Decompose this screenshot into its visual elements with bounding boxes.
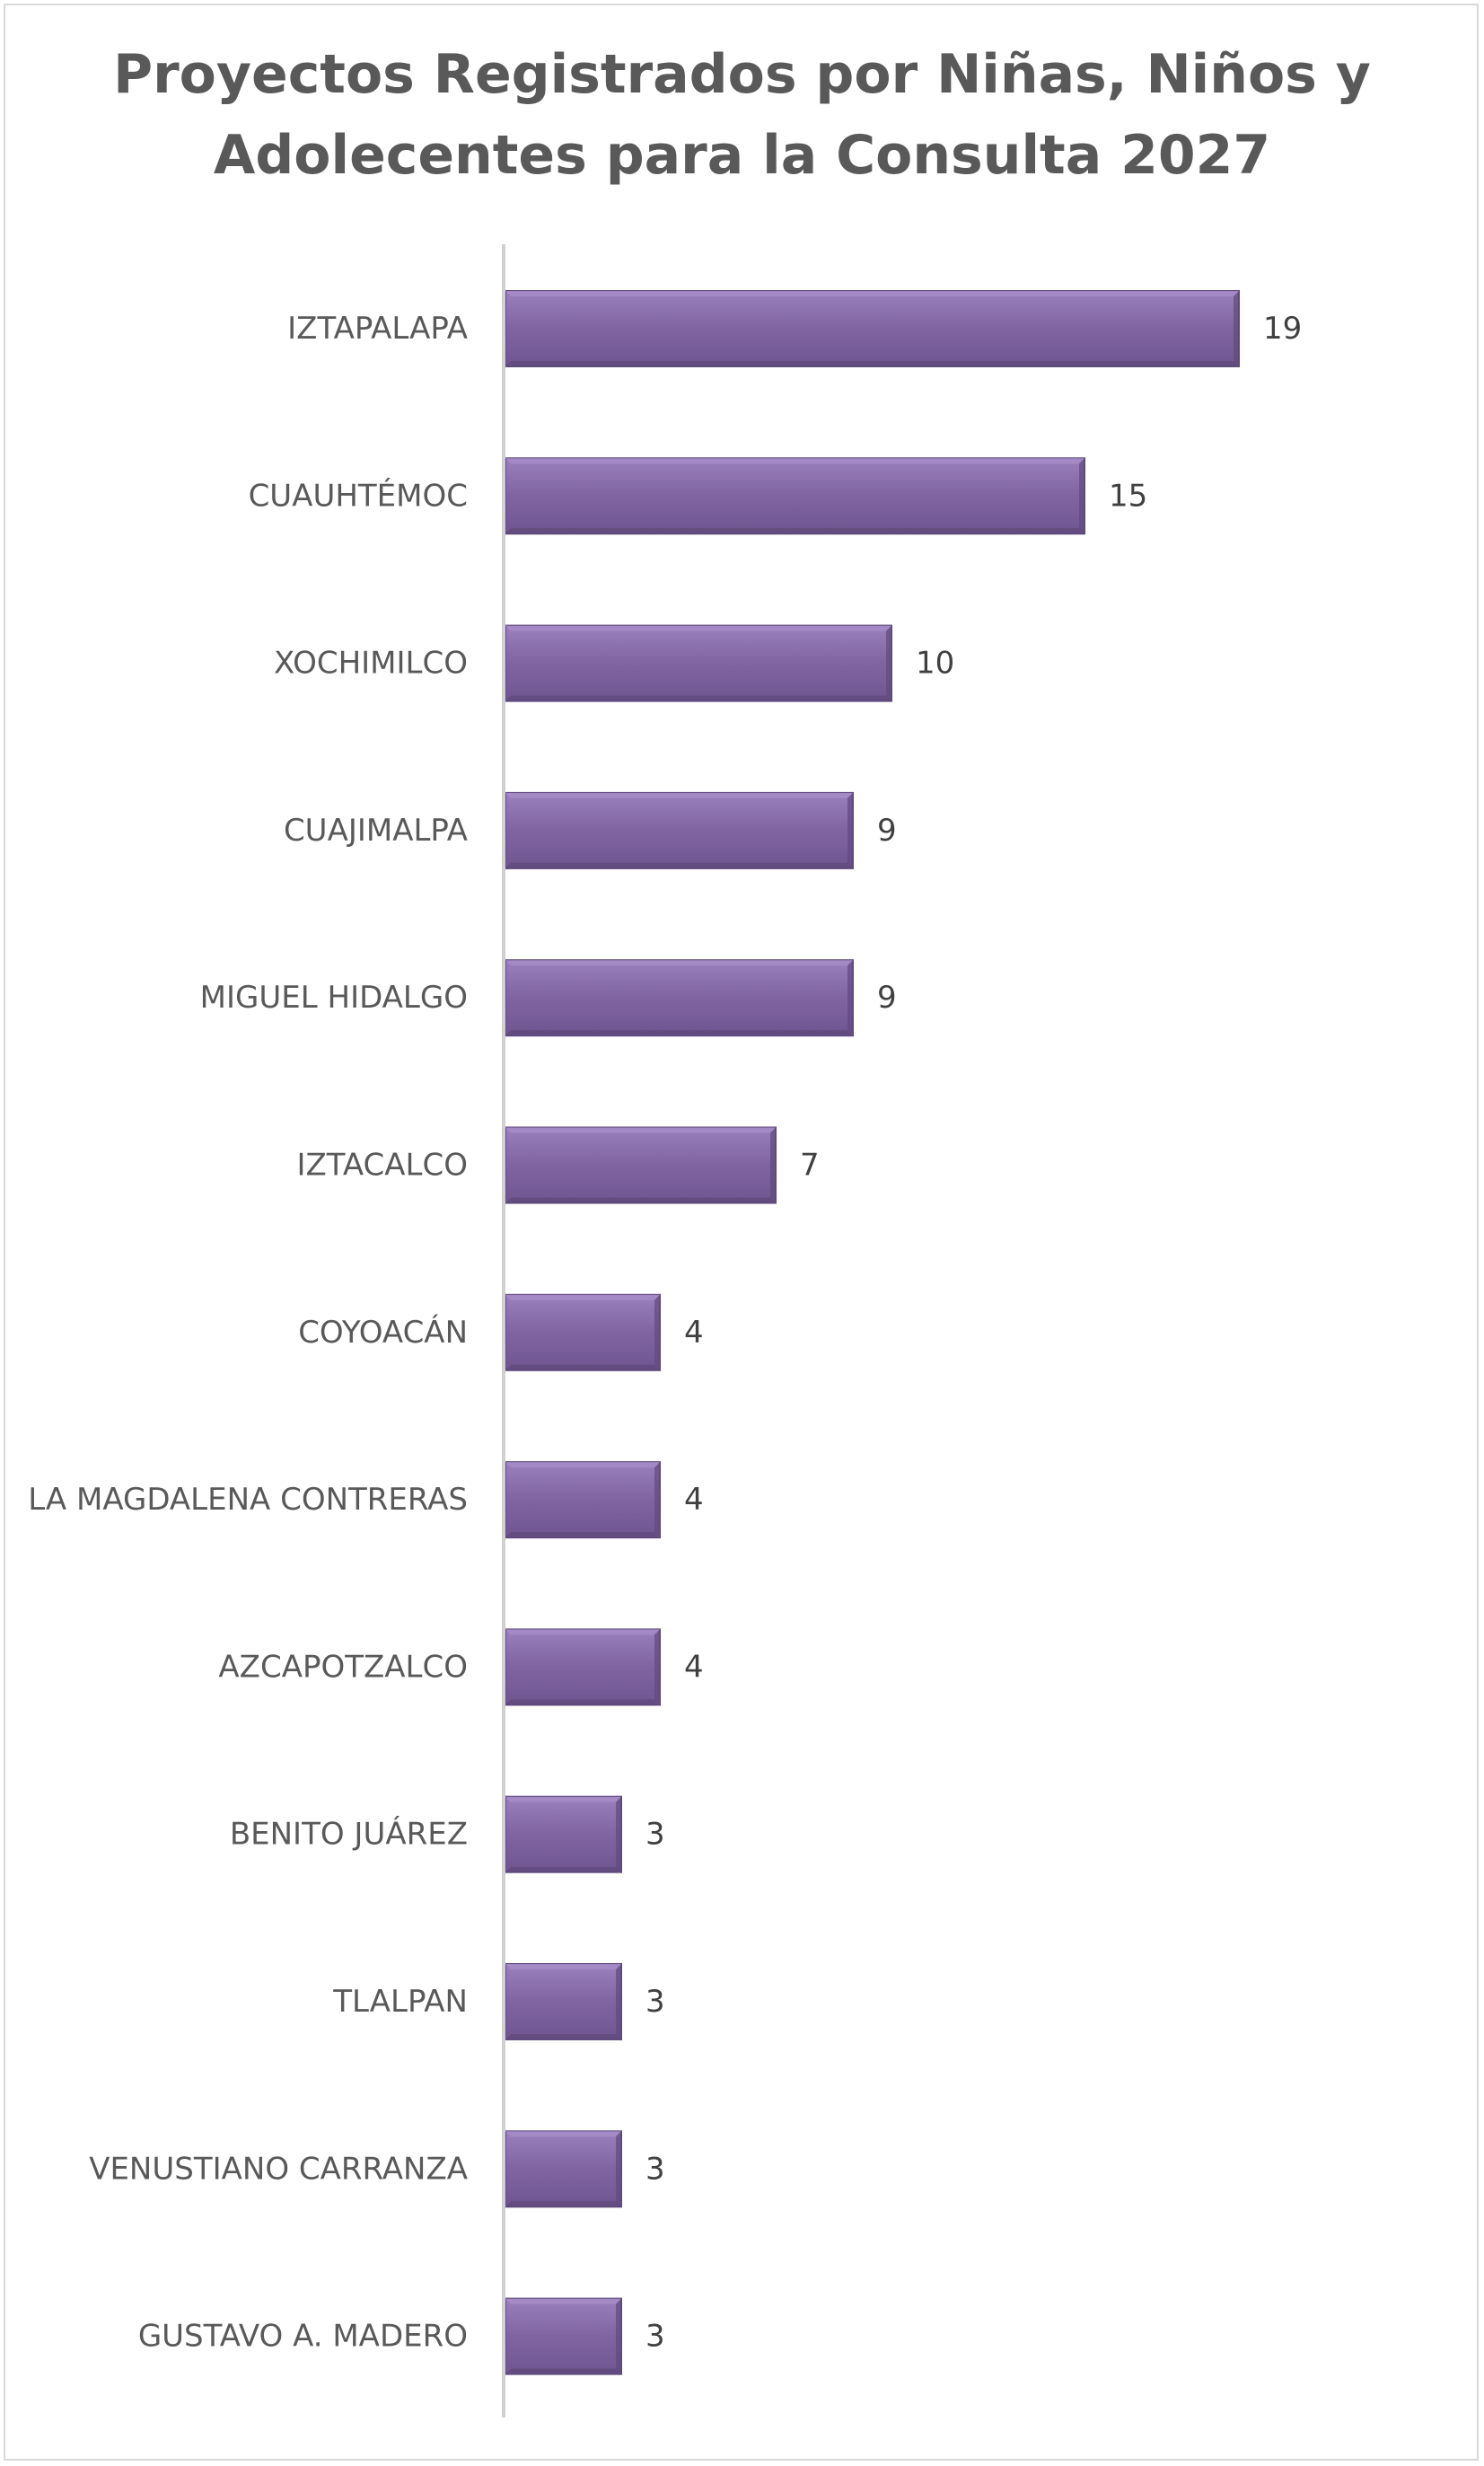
bar <box>505 2297 622 2375</box>
data-label: 4 <box>684 1315 704 1351</box>
bar-bevel-top <box>505 625 891 631</box>
data-labels: 19 15 10 9 9 7 4 4 4 3 3 3 3 <box>645 311 1302 2355</box>
bar-bevel-top <box>505 291 1239 296</box>
chart-frame <box>4 4 1479 2461</box>
bar-bevel-bottom <box>505 695 891 701</box>
bar-bevel-right <box>616 2298 621 2374</box>
category-label: AZCAPOTZALCO <box>218 1649 468 1685</box>
bar-bevel-bottom <box>505 1030 853 1036</box>
bar-body <box>505 2130 622 2208</box>
bar-bevel-right <box>654 1462 660 1538</box>
bar-body <box>505 1461 661 1539</box>
bar-bevel-bottom <box>505 2368 621 2374</box>
bar-bevel-top <box>505 960 853 966</box>
bar-bevel-right <box>1234 291 1239 366</box>
bar <box>505 457 1085 535</box>
bar <box>505 624 892 702</box>
category-labels: IZTAPALAPA CUAUHTÉMOC XOCHIMILCO CUAJIMALPA… <box>28 311 468 2355</box>
bar-bevel-bottom <box>505 1364 660 1370</box>
bar <box>505 1293 661 1371</box>
bar-body <box>505 290 1240 367</box>
bar-bevel-bottom <box>505 2034 621 2039</box>
bar-bevel-right <box>847 960 853 1036</box>
bar-body <box>505 2297 622 2375</box>
category-label: IZTAPALAPA <box>287 311 468 347</box>
bar-body <box>505 1963 622 2040</box>
category-label: MIGUEL HIDALGO <box>200 980 468 1016</box>
category-label: VENUSTIANO CARRANZA <box>89 2151 468 2187</box>
bar-bevel-top <box>505 2298 621 2304</box>
category-label: TLALPAN <box>332 1984 468 2020</box>
bar-body <box>505 1795 622 1873</box>
bar-bevel-bottom <box>505 361 1239 366</box>
category-label: COYOACÁN <box>298 1314 468 1351</box>
chart-title: Proyectos Registrados por Niñas, Niños y… <box>113 43 1371 187</box>
bar-bevel-top <box>505 1629 660 1635</box>
bar-bevel-bottom <box>505 1532 660 1538</box>
bar-bevel-right <box>654 1629 660 1705</box>
category-label: GUSTAVO A. MADERO <box>138 2319 468 2355</box>
bar-bevel-top <box>505 458 1084 464</box>
data-label: 7 <box>800 1148 820 1184</box>
bar-body <box>505 791 854 869</box>
bar-bevel-bottom <box>505 862 853 868</box>
bar <box>505 290 1240 367</box>
data-label: 3 <box>645 1984 665 2020</box>
bar-body <box>505 1126 777 1204</box>
bar-bevel-right <box>770 1127 776 1203</box>
data-label: 4 <box>684 1482 704 1518</box>
data-label: 3 <box>645 2319 665 2355</box>
data-label: 3 <box>645 2151 665 2187</box>
bar-bevel-bottom <box>505 2201 621 2207</box>
bar-bevel-right <box>1079 458 1084 534</box>
bar-body <box>505 624 892 702</box>
bar-bevel-bottom <box>505 1866 621 1872</box>
bar-bevel-top <box>505 792 853 798</box>
bar-bevel-top <box>505 1294 660 1300</box>
category-label: IZTACALCO <box>296 1148 468 1184</box>
bar-body <box>505 457 1085 535</box>
data-label: 3 <box>645 1817 665 1853</box>
bar-bevel-top <box>505 1127 776 1133</box>
bar-bevel-top <box>505 2131 621 2137</box>
bar-bevel-top <box>505 1964 621 1969</box>
data-label: 15 <box>1109 478 1147 514</box>
bar-bevel-right <box>886 625 891 701</box>
bar <box>505 1628 661 1706</box>
data-label: 19 <box>1263 311 1302 347</box>
category-label: BENITO JUÁREZ <box>230 1816 468 1853</box>
bar-body <box>505 1628 661 1706</box>
category-label: CUAUHTÉMOC <box>249 477 468 514</box>
bar-body <box>505 1293 661 1371</box>
data-label: 4 <box>684 1649 704 1685</box>
bar-bevel-bottom <box>505 1197 776 1203</box>
bar-bevel-right <box>616 1964 621 2039</box>
bar-bevel-bottom <box>505 528 1084 534</box>
data-label: 9 <box>877 980 897 1016</box>
bars <box>505 290 1240 2375</box>
data-label: 10 <box>916 646 954 682</box>
data-label: 9 <box>877 813 897 849</box>
bar-bevel-top <box>505 1796 621 1802</box>
bar-bevel-bottom <box>505 1699 660 1705</box>
bar-body <box>505 959 854 1037</box>
bar <box>505 959 854 1037</box>
bar <box>505 1963 622 2040</box>
category-label: CUAJIMALPA <box>284 813 468 849</box>
bar-bevel-top <box>505 1462 660 1468</box>
bar <box>505 791 854 869</box>
bar <box>505 1461 661 1539</box>
category-label: LA MAGDALENA CONTRERAS <box>28 1482 468 1518</box>
bar-bevel-right <box>654 1294 660 1370</box>
bar <box>505 1795 622 1873</box>
bar <box>505 2130 622 2208</box>
bar-bevel-right <box>616 1796 621 1872</box>
bar-bevel-right <box>847 792 853 868</box>
bar-bevel-right <box>616 2131 621 2207</box>
bar <box>505 1126 777 1204</box>
category-label: XOCHIMILCO <box>274 646 468 682</box>
